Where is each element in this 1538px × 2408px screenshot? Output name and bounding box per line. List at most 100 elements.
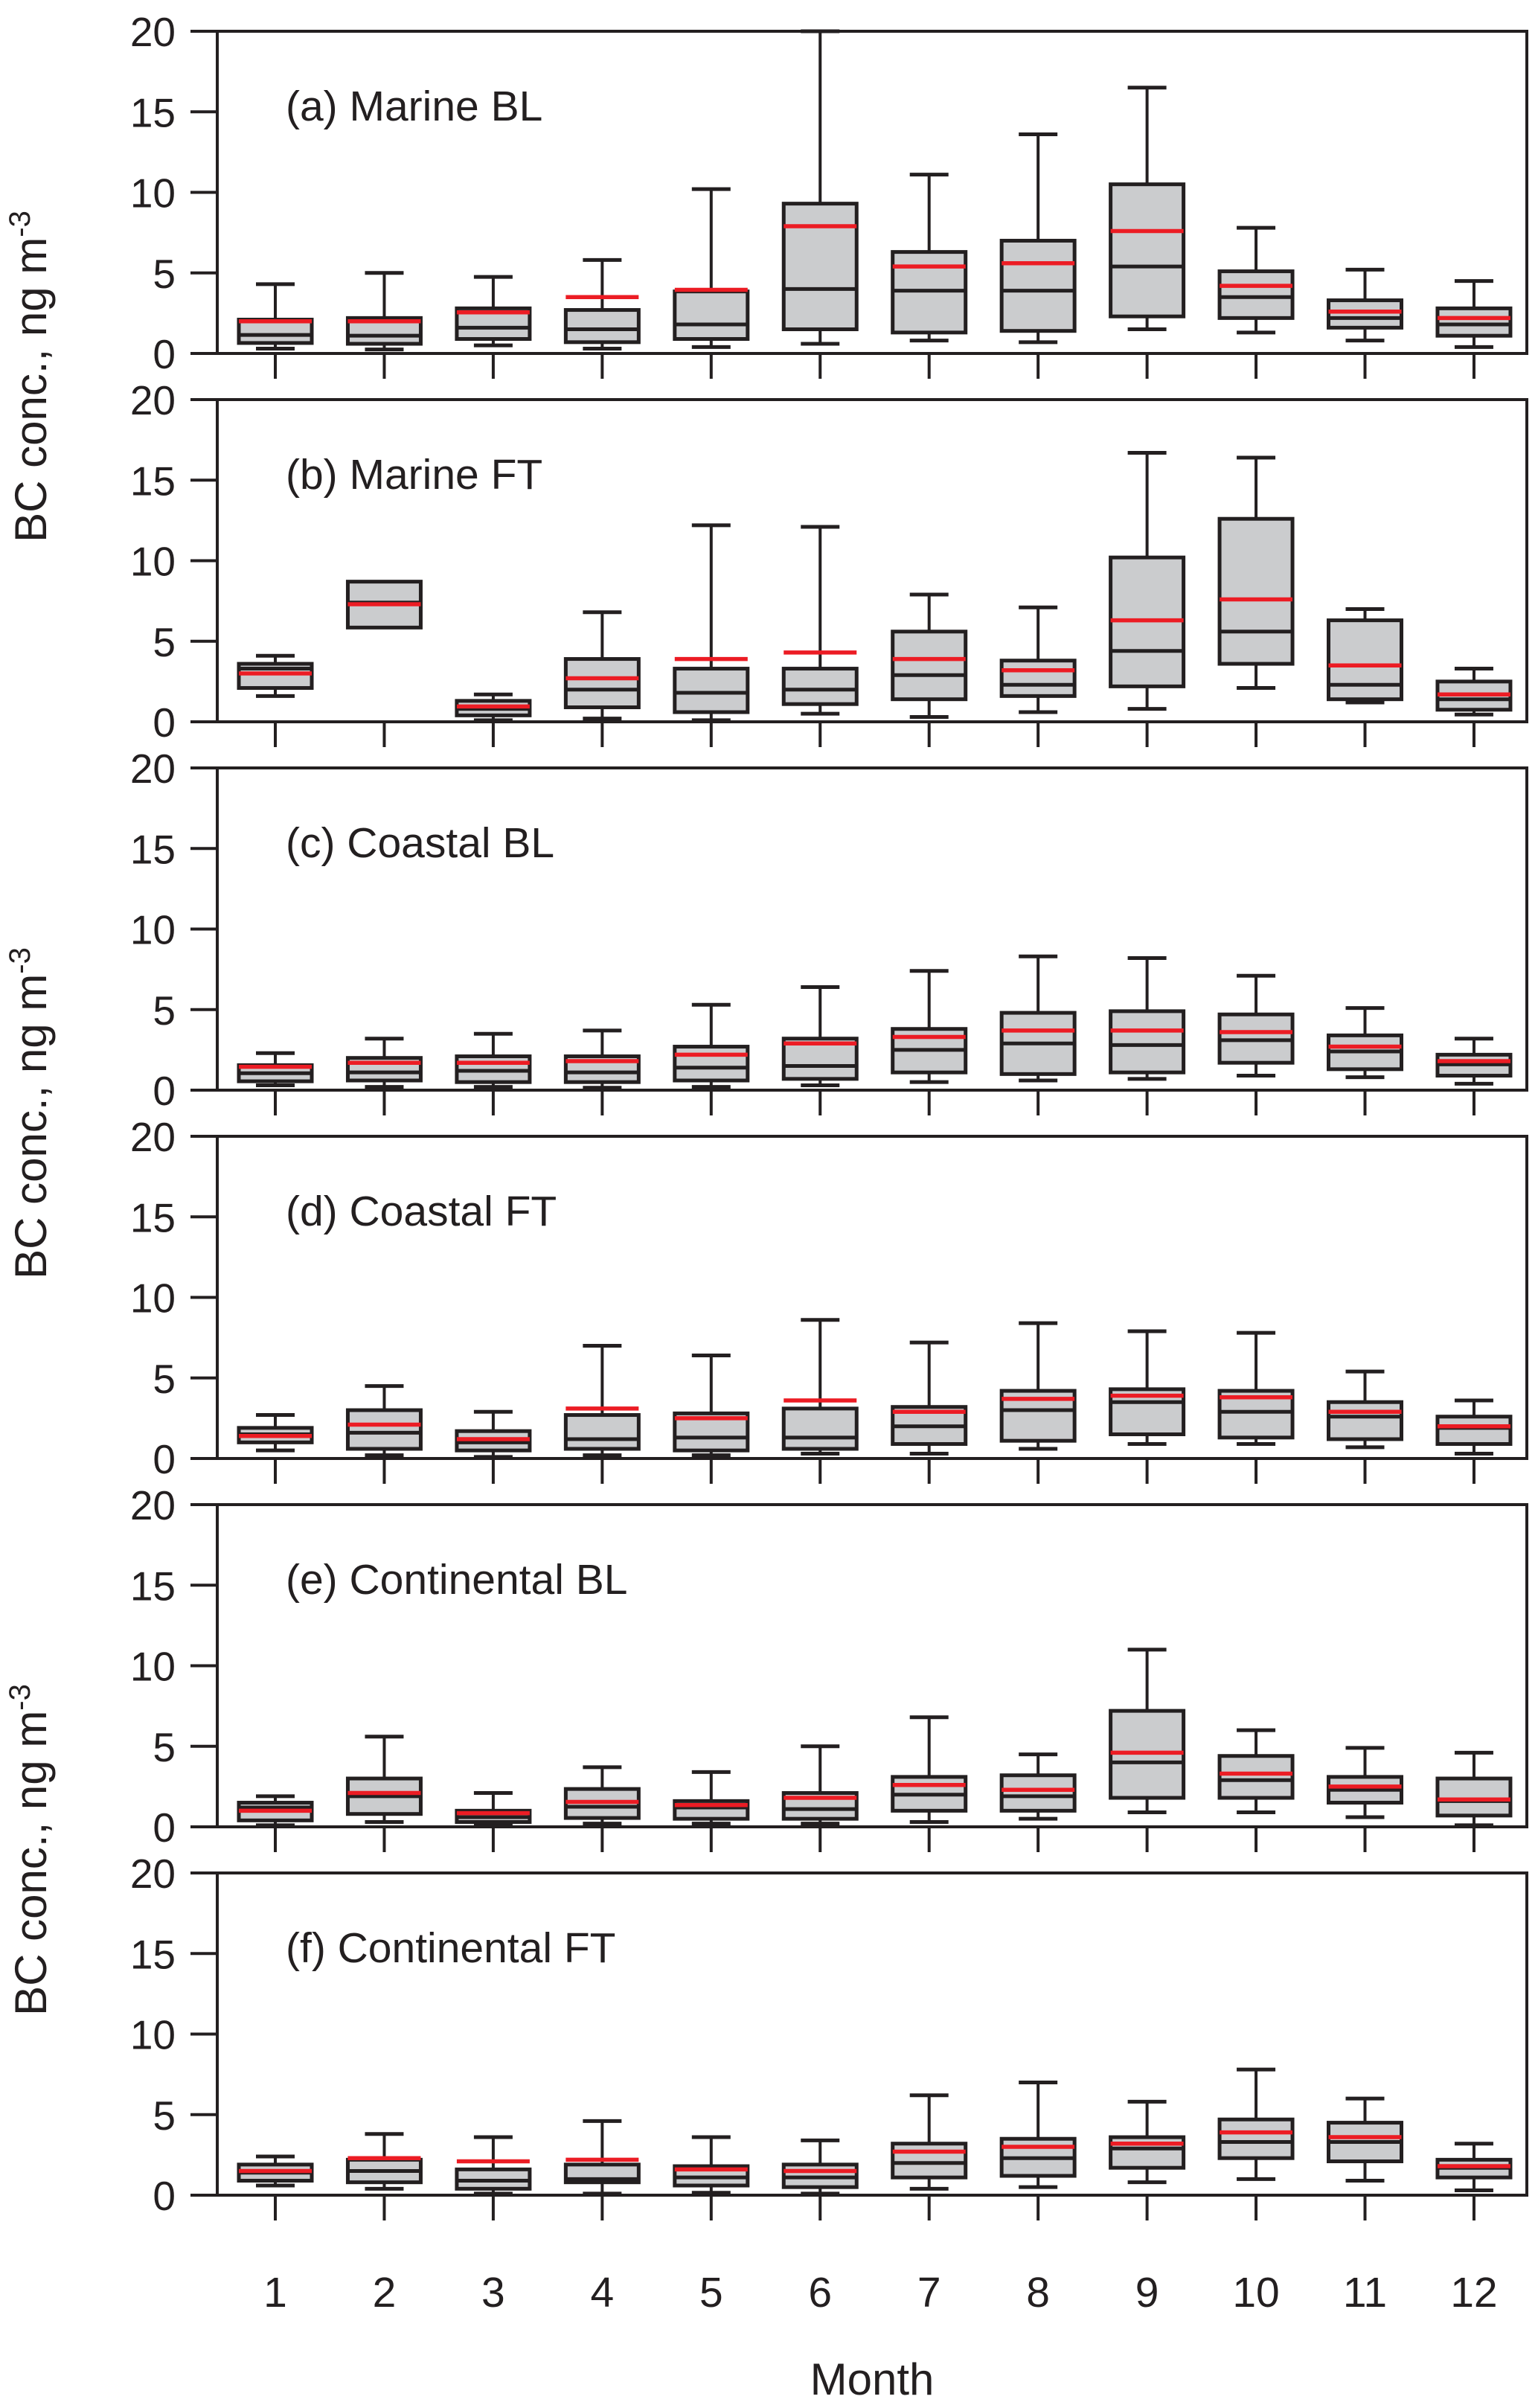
box-plot-month-5 [673,2135,750,2195]
box-plot-month-9 [1109,450,1186,711]
box-plot-month-8 [999,2080,1077,2189]
x-tick-label: 4 [590,2269,614,2316]
box-plot-month-9 [1109,955,1186,1081]
iqr-box [673,289,750,342]
box-plot-month-2 [345,2132,423,2191]
y-tick-label: 15 [130,1563,176,1609]
x-tick-label: 2 [373,2269,397,2316]
panel-frame [216,1871,1528,2197]
y-tick-label: 20 [130,9,176,55]
box-plot-month-1 [237,1413,314,1453]
y-axis-title: BC conc., ng m-3 [4,211,56,542]
y-tick-label: 0 [153,331,176,377]
box-plot-month-9 [1109,1648,1186,1815]
y-tick-label: 20 [130,1482,176,1528]
iqr-box [891,630,968,702]
y-tick-label: 0 [153,2173,176,2219]
iqr-box [781,202,859,332]
y-axis-title-main: BC conc., ng m [6,1711,56,2016]
box-plot-month-10 [1217,1728,1295,1815]
y-axis-title-sup: -3 [4,211,36,237]
iqr-box [345,1408,423,1451]
box-plot-month-3 [455,2135,532,2196]
box-plot-month-12 [1435,279,1513,349]
box-plot-month-12 [1435,1037,1513,1086]
y-tick-label: 5 [153,987,176,1034]
iqr-box [563,1413,641,1451]
box-plot-month-8 [999,605,1077,714]
x-tick-label: 11 [1343,2269,1387,2316]
y-tick-label: 10 [130,1644,176,1690]
y-axis-title: BC conc., ng m-3 [4,947,56,1279]
y-tick-label: 10 [130,170,176,217]
y-tick-label: 15 [130,458,176,504]
box-plot-month-7 [891,969,968,1084]
x-tick-label: 5 [699,2269,723,2316]
iqr-box [563,657,641,710]
box-plot-month-4 [563,257,641,351]
iqr-box [999,1773,1077,1813]
iqr-box [1217,516,1295,666]
box-plot-month-10 [1217,455,1295,691]
iqr-box [1217,269,1295,320]
y-tick-label: 20 [130,377,176,423]
box-plot-month-6 [781,1318,859,1456]
x-tick-label: 7 [917,2269,941,2316]
box-plot-month-6 [781,984,859,1088]
box-plot-month-3 [455,1031,532,1089]
y-axis-title-sup: -3 [4,1684,36,1711]
box-plot-month-5 [673,187,750,349]
y-tick-label: 0 [153,1068,176,1114]
iqr-box [781,1406,859,1451]
iqr-box [1217,2117,1295,2160]
box-plot-month-4 [563,610,641,721]
y-axis-title: BC conc., ng m-3 [4,1684,56,2016]
y-tick-label: 10 [130,1275,176,1322]
box-plot-month-6 [781,29,859,346]
box-plot-month-12 [1435,1750,1513,1828]
box-plot-month-1 [237,1794,314,1828]
y-tick-label: 5 [153,2092,176,2139]
box-plot-month-1 [237,2154,314,2188]
box-plot-month-8 [999,1752,1077,1821]
iqr-box [999,238,1077,333]
panel-frame [216,398,1528,723]
panel-b: 0 5 10 15 20 (b) Marine FT [130,377,1528,747]
box-plot-month-2 [345,1384,423,1458]
box-plot-month-12 [1435,667,1513,717]
iqr-box [673,667,750,714]
panel-title: (b) Marine FT [286,451,542,499]
y-tick-label: 0 [153,699,176,746]
box-plot-month-7 [891,2093,968,2191]
box-plot-month-5 [673,1002,750,1089]
box-plot-month-8 [999,954,1077,1083]
box-plot-month-10 [1217,225,1295,335]
box-plot-month-12 [1435,1398,1513,1456]
x-tick-label: 10 [1232,2269,1279,2316]
box-plot-month-4 [563,1343,641,1458]
x-tick-label: 12 [1450,2269,1497,2316]
iqr-box [1435,306,1513,338]
panel-frame [216,1503,1528,1828]
panel-c: 0 5 10 15 20 (c) Coastal BL [130,746,1528,1115]
iqr-box [781,667,859,706]
y-tick-label: 10 [130,2012,176,2058]
box-plot-month-11 [1327,2096,1403,2183]
x-tick-label: 3 [481,2269,505,2316]
panel-a: 0 5 10 15 20 (a) Marine BL [130,9,1528,379]
y-tick-label: 20 [130,1851,176,1897]
box-plot-month-11 [1327,1746,1403,1819]
box-plot-month-2 [345,1037,423,1089]
panel-f: 0 5 10 15 20 (f) Continental FT [130,1851,1528,2220]
y-tick-label: 20 [130,1114,176,1160]
y-tick-label: 20 [130,746,176,792]
box-plot-month-10 [1217,2067,1295,2181]
box-plot-month-3 [455,1791,532,1828]
box-plot-month-8 [999,1321,1077,1451]
box-plot-month-11 [1327,1006,1403,1080]
box-plot-month-8 [999,132,1077,345]
panel-frame [216,30,1528,355]
iqr-box [1327,1400,1403,1441]
iqr-box [1327,618,1403,702]
